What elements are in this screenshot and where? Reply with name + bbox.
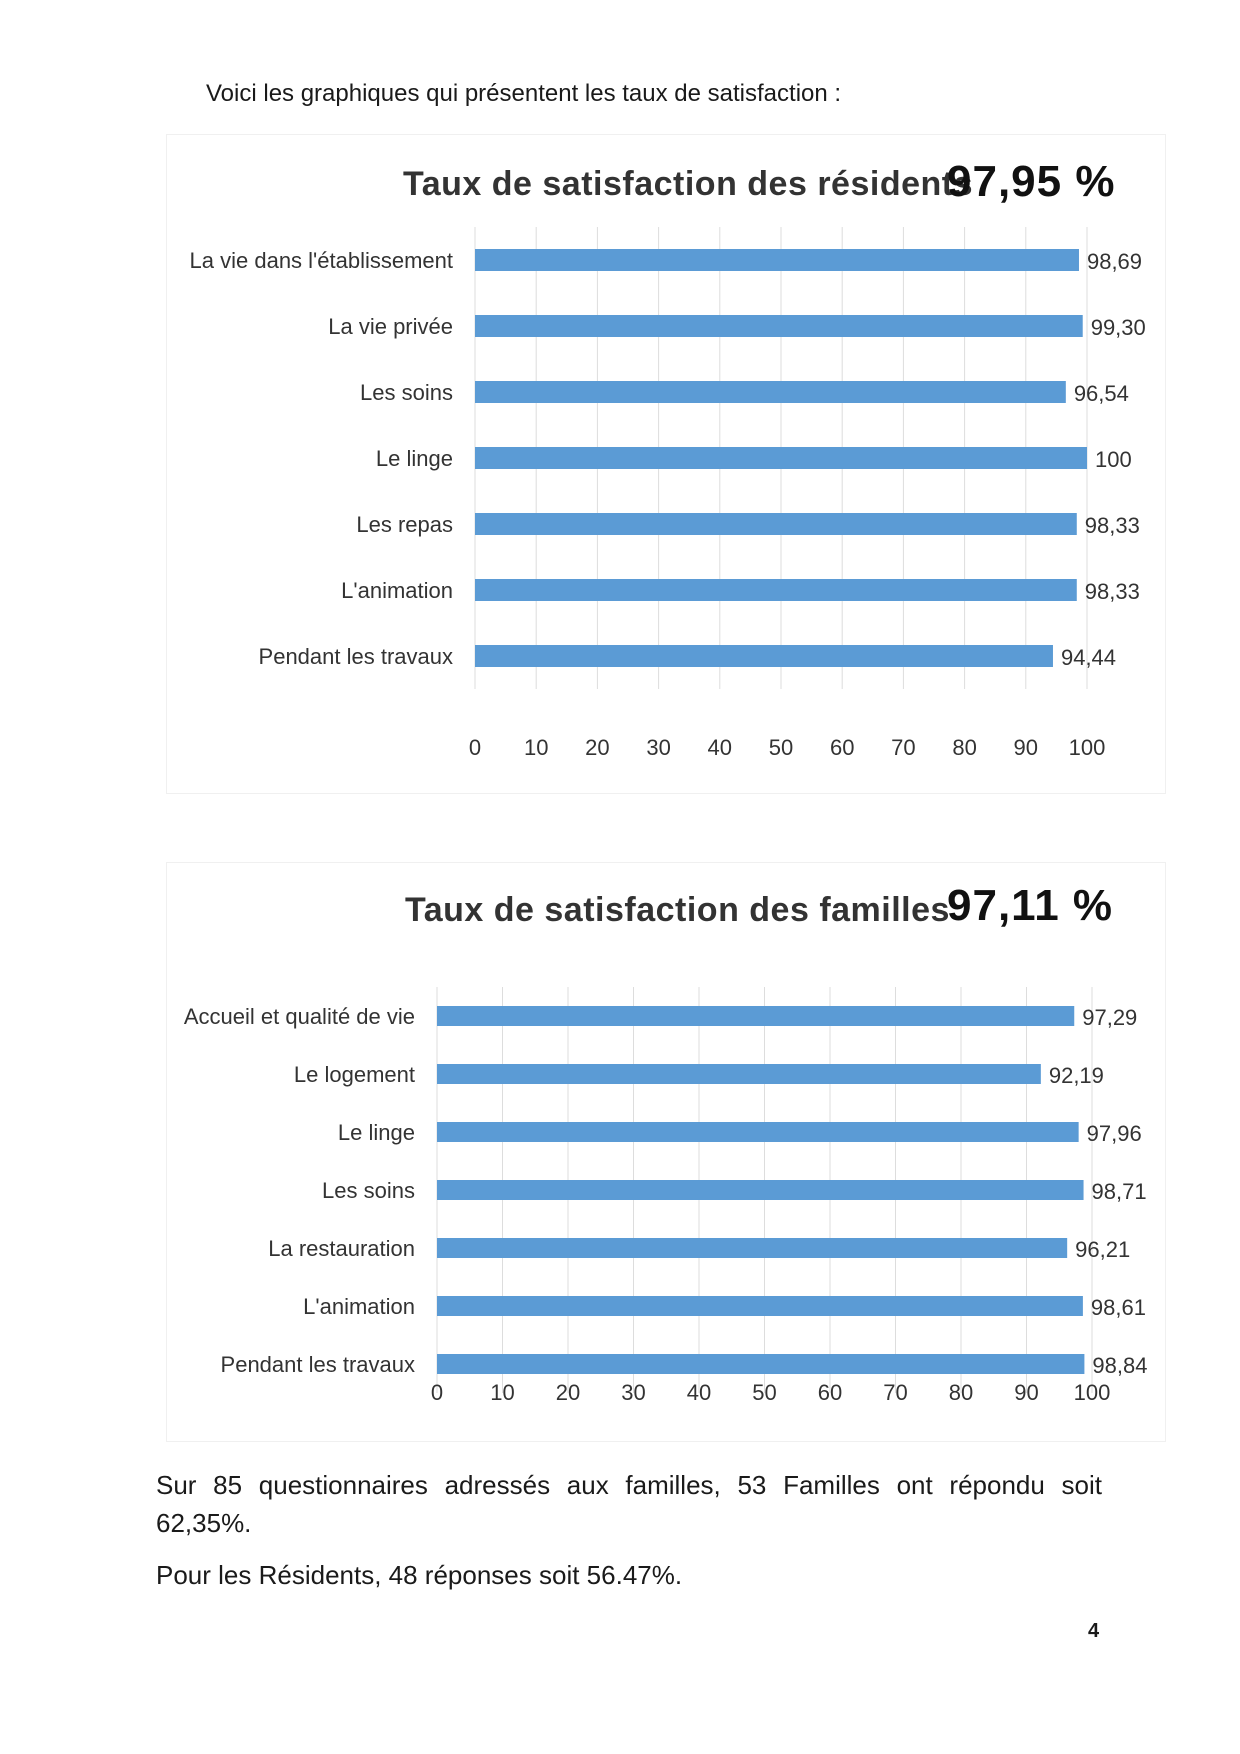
x-tick-label: 0 [469,735,481,760]
x-tick-label: 60 [830,735,854,760]
chart-title: Taux de satisfaction des résidents [403,165,973,203]
families-satisfaction-chart: Taux de satisfaction des familles 97,11 … [166,862,1166,1442]
x-tick-label: 20 [585,735,609,760]
x-tick-label: 0 [431,1380,443,1405]
x-tick-label: 70 [891,735,915,760]
value-label: 98,33 [1085,579,1140,604]
category-label: Les soins [360,380,453,405]
value-label: 97,29 [1082,1005,1137,1030]
residents-response-summary: Pour les Résidents, 48 réponses soit 56.… [156,1560,683,1590]
x-tick-label: 90 [1014,1380,1038,1405]
x-tick-label: 30 [646,735,670,760]
value-label: 98,33 [1085,513,1140,538]
bar [437,1238,1068,1258]
x-tick-label: 50 [769,735,793,760]
families-response-summary: Sur 85 questionnaires adressés aux famil… [156,1470,1102,1538]
bar [437,1006,1075,1026]
category-label: L'animation [303,1294,415,1319]
category-label: Le linge [338,1120,415,1145]
x-tick-label: 80 [952,735,976,760]
x-tick-label: 10 [490,1380,514,1405]
value-label: 98,84 [1092,1353,1147,1378]
x-tick-label: 10 [524,735,548,760]
x-tick-label: 90 [1014,735,1038,760]
chart-title: Taux de satisfaction des familles [405,891,950,929]
bar [475,513,1077,535]
bar [437,1064,1041,1084]
category-label: Les soins [322,1178,415,1203]
x-tick-label: 80 [949,1380,973,1405]
category-label: La vie dans l'établissement [190,248,453,273]
x-tick-label: 50 [752,1380,776,1405]
category-label: La restauration [268,1236,415,1261]
x-tick-label: 30 [621,1380,645,1405]
bar-chart-svg: 0 10 20 30 40 50 60 70 80 90 100 La vie dans l'étab… [190,227,1146,760]
value-label: 97,96 [1087,1121,1142,1146]
x-tick-label: 60 [818,1380,842,1405]
bar [437,1296,1083,1316]
category-label: Les repas [356,512,453,537]
bar [475,249,1079,271]
x-tick-label: 70 [883,1380,907,1405]
value-label: 98,69 [1087,249,1142,274]
bar [475,381,1066,403]
residents-satisfaction-chart: Taux de satisfaction des résidents 97,95… [166,134,1166,794]
value-label: 92,19 [1049,1063,1104,1088]
category-label: Pendant les travaux [259,644,453,669]
x-tick-label: 100 [1074,1380,1111,1405]
overall-rate: 97,11 % [947,881,1114,930]
category-label: L'animation [341,578,453,603]
page-number: 4 [1088,1620,1100,1642]
value-label: 100 [1095,447,1132,472]
bar [437,1122,1079,1142]
overall-rate: 97,95 % [947,157,1116,206]
bar [475,645,1053,667]
category-label: Accueil et qualité de vie [184,1004,415,1029]
x-tick-label: 40 [708,735,732,760]
x-tick-label: 20 [556,1380,580,1405]
bar-chart-svg: 0 10 20 30 40 50 60 70 80 90 100 Accueil et qualité… [184,987,1147,1405]
value-label: 98,61 [1091,1295,1146,1320]
value-label: 94,44 [1061,645,1116,670]
category-label: La vie privée [328,314,453,339]
x-tick-label: 40 [687,1380,711,1405]
bar [475,579,1077,601]
intro-text: Voici les graphiques qui présentent les … [206,80,842,107]
value-label: 96,54 [1074,381,1129,406]
bar [437,1354,1085,1374]
bar [475,447,1087,469]
bar [437,1180,1084,1200]
category-label: Pendant les travaux [221,1352,415,1377]
category-label: Le logement [294,1062,415,1087]
value-label: 98,71 [1092,1179,1147,1204]
x-tick-label: 100 [1069,735,1106,760]
bar [475,315,1083,337]
value-label: 96,21 [1075,1237,1130,1262]
value-label: 99,30 [1091,315,1146,340]
category-label: Le linge [376,446,453,471]
